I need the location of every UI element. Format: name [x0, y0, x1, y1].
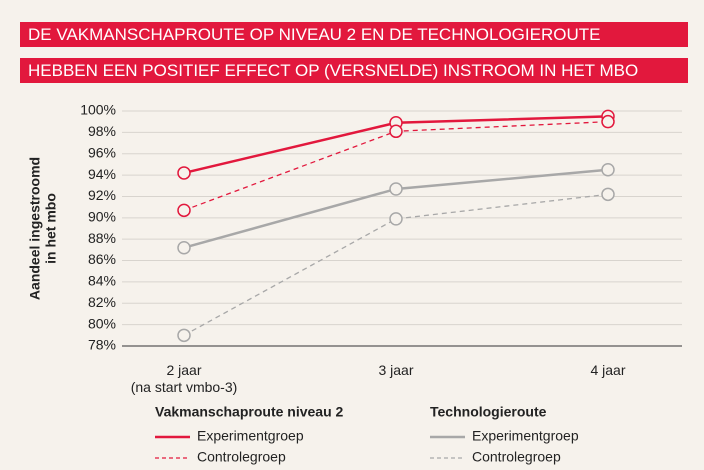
y-tick-label: 84% — [88, 273, 116, 289]
y-tick-label: 96% — [88, 144, 116, 160]
point-marker — [389, 124, 403, 139]
title-banner — [20, 22, 688, 47]
x-tick-label: 4 jaar — [590, 362, 626, 378]
y-tick-label: 90% — [88, 209, 116, 225]
legend-label: Experimentgroep — [472, 428, 579, 444]
title-banner — [20, 58, 688, 83]
y-tick-label: 86% — [88, 251, 116, 267]
legend-label: Controlegroep — [197, 449, 286, 465]
y-axis-label: Aandeel ingestroomd — [27, 157, 43, 300]
chart-title: DE VAKMANSCHAPROUTE OP NIVEAU 2 EN DE TE… — [28, 25, 600, 44]
y-tick-label: 100% — [80, 102, 116, 118]
chart-title: HEBBEN EEN POSITIEF EFFECT OP (VERSNELDE… — [28, 61, 638, 80]
point-marker — [389, 182, 403, 196]
legend-label: Experimentgroep — [197, 428, 304, 444]
series-line — [183, 168, 609, 249]
y-tick-label: 98% — [88, 123, 116, 139]
x-tick-label: 2 jaar (na start vmbo-3) — [130, 362, 238, 395]
y-tick-label: 78% — [88, 337, 116, 353]
y-tick-label: 80% — [88, 315, 116, 331]
y-axis-label: in het mbo — [43, 193, 59, 264]
point-marker — [177, 203, 191, 218]
y-tick-label: 92% — [88, 187, 116, 203]
x-tick-label: 3 jaar — [378, 362, 414, 378]
legend-label: Controlegroep — [472, 449, 561, 465]
point-marker — [389, 212, 403, 226]
y-tick-label: 94% — [88, 166, 116, 182]
legend-group-title: Vakmanschaproute niveau 2 — [155, 404, 344, 420]
point-marker — [177, 328, 191, 343]
point-marker — [177, 240, 191, 255]
point-marker — [601, 187, 615, 202]
point-marker — [177, 166, 191, 180]
y-tick-label: 82% — [88, 294, 116, 310]
y-tick-label: 88% — [88, 230, 116, 246]
point-marker — [601, 163, 615, 177]
point-marker — [601, 114, 615, 129]
legend-group-title: Technologieroute — [430, 404, 547, 420]
